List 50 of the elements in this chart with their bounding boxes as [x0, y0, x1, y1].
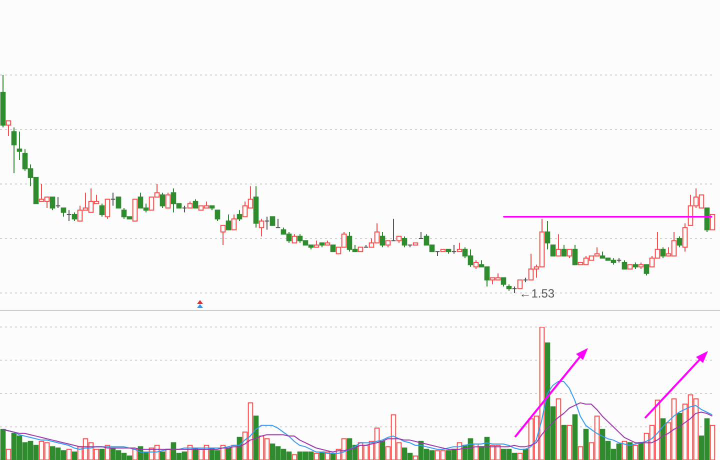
candlestick: [116, 196, 122, 208]
candlestick: [556, 234, 562, 256]
candlestick: [99, 203, 105, 218]
candlestick: [104, 198, 110, 220]
candlestick: [132, 198, 138, 222]
candlestick: [258, 218, 264, 237]
candlestick: [435, 251, 440, 256]
candlestick: [264, 216, 270, 230]
candlestick: [544, 220, 550, 250]
candlestick: [66, 210, 72, 222]
candlestick: [236, 210, 242, 222]
bar: [99, 448, 105, 460]
annotation: ←1.53: [519, 286, 555, 300]
candlestick: [676, 236, 682, 248]
bar: [572, 414, 578, 460]
candlestick: [380, 231, 386, 248]
candlestick: [16, 131, 22, 161]
candlestick: [452, 244, 456, 254]
candlestick: [561, 244, 567, 256]
bar: [638, 442, 644, 460]
bar: [583, 428, 589, 460]
bar: [160, 452, 166, 460]
candlestick: [391, 218, 396, 242]
bar: [561, 424, 567, 460]
candlestick: [644, 264, 650, 276]
candlestick: [550, 244, 556, 256]
candlestick: [110, 192, 116, 206]
candlestick: [160, 192, 166, 208]
bar: [72, 452, 78, 460]
candlestick: [512, 286, 517, 293]
candlestick: [682, 222, 688, 252]
bar: [676, 412, 682, 460]
candlestick: [231, 214, 237, 230]
candlestick: [56, 196, 60, 208]
candlestick: [660, 246, 666, 259]
candlestick: [220, 224, 226, 246]
candlestick: [418, 231, 424, 239]
bar: [380, 440, 386, 460]
candlestick: [402, 236, 408, 248]
bar: [627, 442, 633, 460]
candlestick: [226, 214, 232, 230]
candlestick: [276, 218, 280, 228]
candlestick: [572, 244, 578, 266]
candlestick: [11, 126, 17, 174]
bar: [0, 428, 6, 460]
candlestick: [165, 192, 171, 208]
candlestick: [710, 214, 716, 230]
candlestick: [214, 210, 220, 222]
candlestick: [6, 120, 12, 137]
candlestick: [50, 196, 56, 211]
